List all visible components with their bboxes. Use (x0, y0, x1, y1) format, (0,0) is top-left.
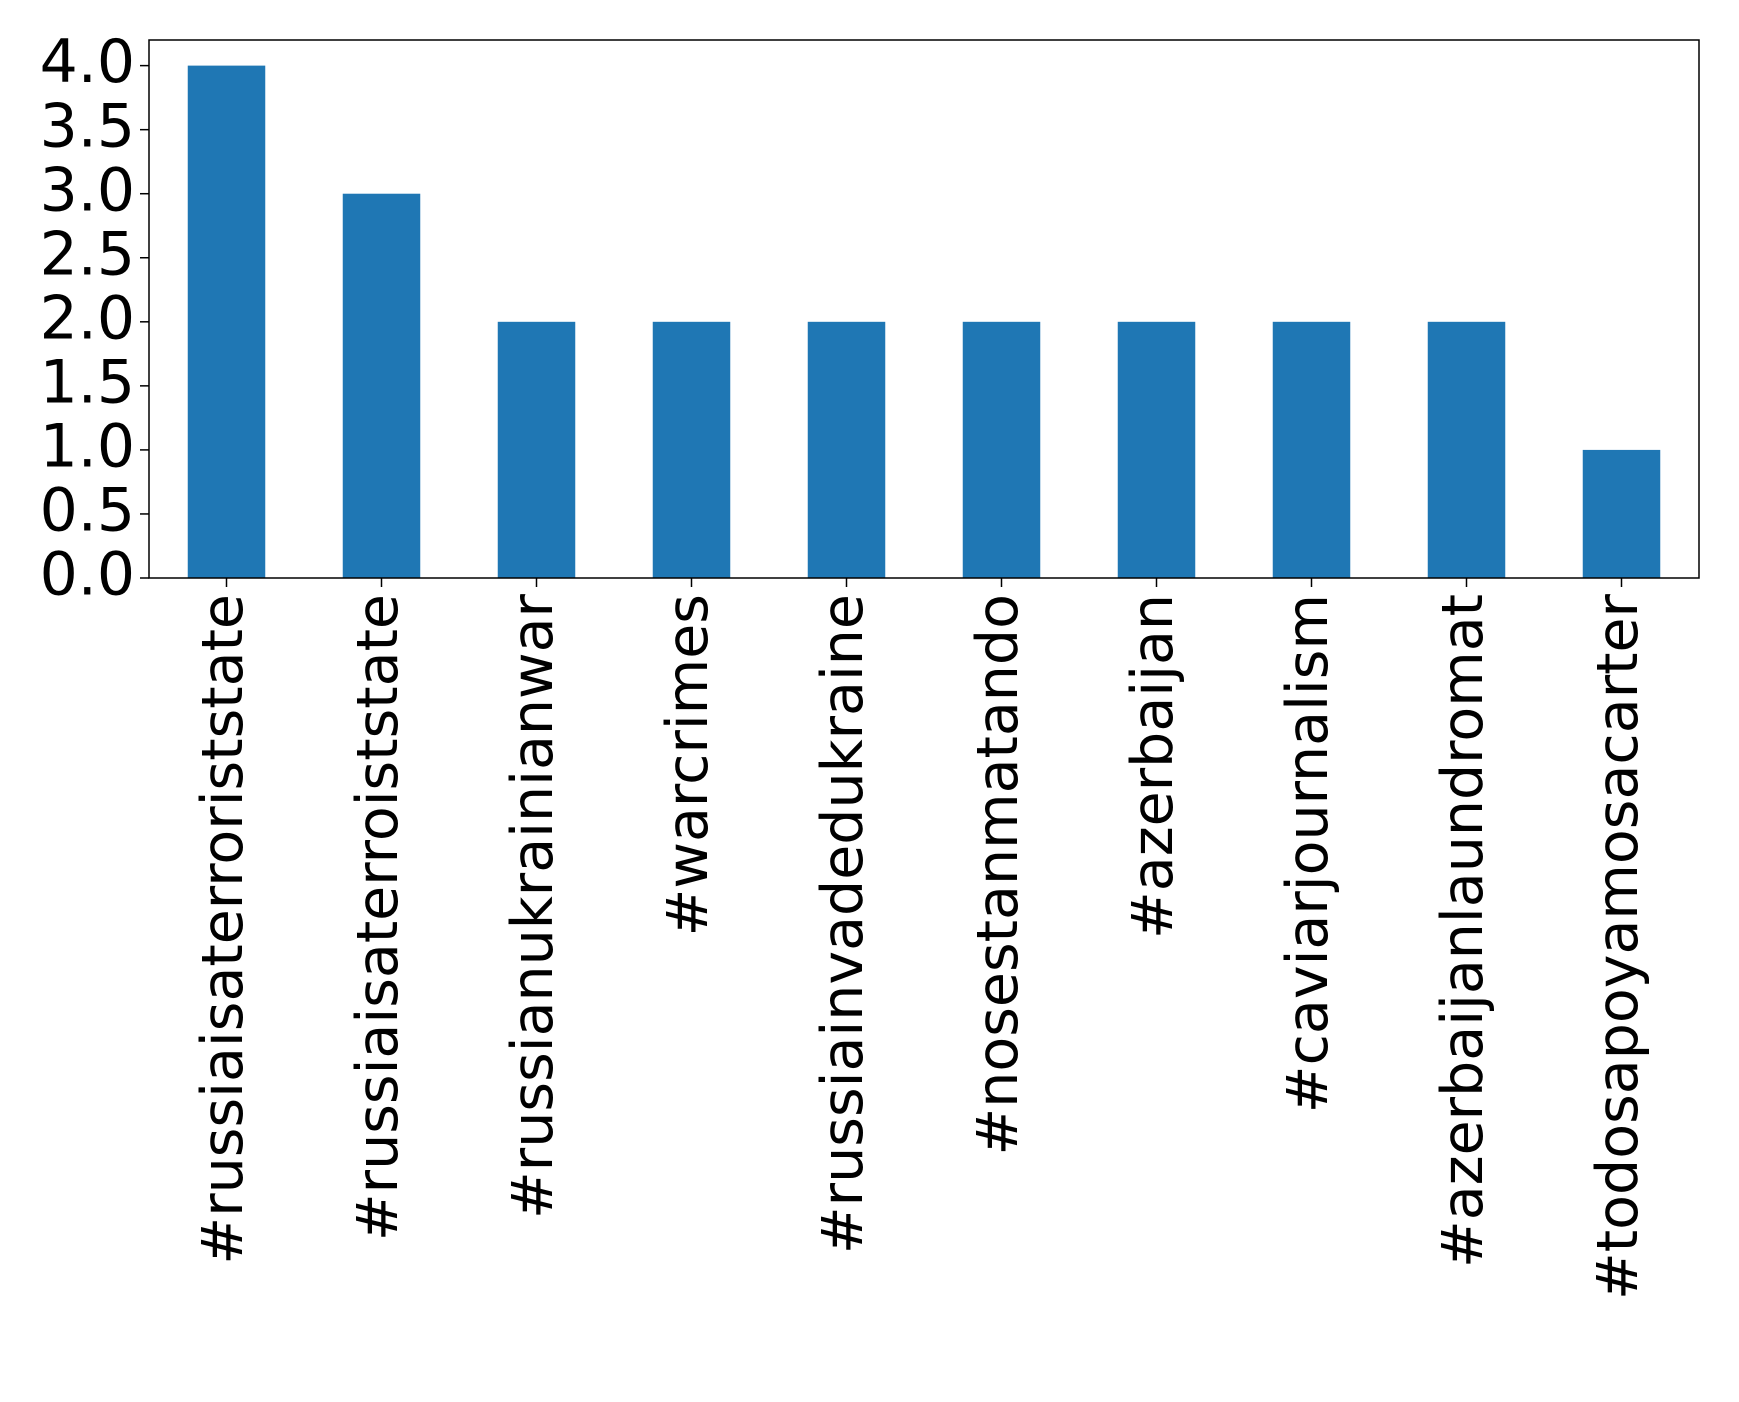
y-tick-label: 3.5 (40, 91, 135, 161)
x-tick-label: #nosestanmatando (965, 594, 1031, 1156)
y-tick-label: 1.5 (40, 347, 135, 417)
bar (962, 321, 1041, 578)
x-tick-label: #russianukrainianwar (500, 593, 566, 1219)
bar (497, 321, 576, 578)
y-tick-label: 3.0 (40, 155, 135, 225)
x-tick-label: #azerbaijanlaundromat (1430, 594, 1496, 1268)
y-tick-label: 2.0 (40, 283, 135, 353)
x-tick-label: #todosapoyamosacarter (1585, 593, 1651, 1300)
x-tick-label: #russiainvadedukraine (810, 594, 876, 1254)
y-tick-label: 0.5 (40, 476, 135, 546)
bar (1582, 449, 1661, 578)
bar (342, 193, 421, 578)
bar (807, 321, 886, 578)
y-tick-label: 2.5 (40, 219, 135, 289)
x-tick-label: #russiaisaterroiststate (345, 594, 411, 1241)
y-tick-label: 1.0 (40, 411, 135, 481)
x-tick-label: #azerbaijan (1120, 594, 1186, 939)
x-tick-label: #warcrimes (655, 594, 721, 936)
y-tick-label: 4.0 (40, 27, 135, 97)
x-tick-label: #caviarjournalism (1275, 594, 1341, 1113)
bar (1117, 321, 1196, 578)
bar (1427, 321, 1506, 578)
bar (652, 321, 731, 578)
y-tick-label: 0.0 (40, 540, 135, 610)
plot-frame (148, 39, 1700, 579)
x-tick-label: #russiaisaterroriststate (190, 594, 256, 1265)
bar (1272, 321, 1351, 578)
bar (187, 65, 266, 579)
